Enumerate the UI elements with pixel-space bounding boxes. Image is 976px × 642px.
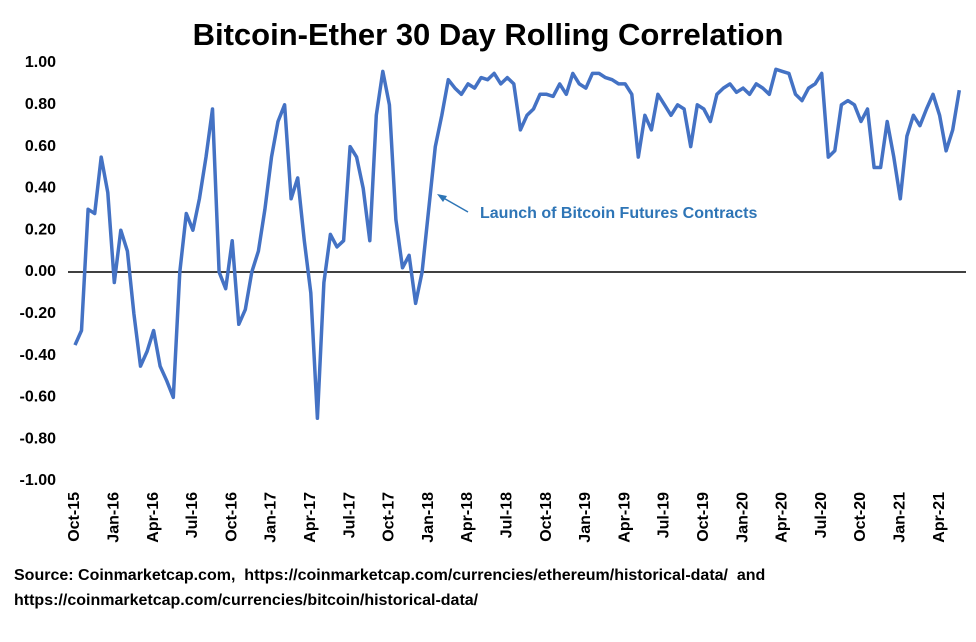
x-tick-label: Jan-16: [106, 492, 123, 543]
x-tick-label: Jul-20: [813, 492, 830, 538]
x-tick-label: Jul-17: [341, 492, 358, 538]
y-tick-label: -0.80: [20, 430, 57, 447]
x-tick-label: Jul-19: [656, 492, 673, 538]
x-tick-label: Jan-19: [577, 492, 594, 543]
y-tick-label: -0.20: [20, 305, 57, 322]
source-line: Source: Coinmarketcap.com, https://coinm…: [14, 567, 765, 584]
x-tick-label: Oct-17: [381, 492, 398, 542]
chart-title: Bitcoin-Ether 30 Day Rolling Correlation: [193, 17, 784, 52]
x-tick-label: Oct-16: [223, 492, 240, 542]
x-tick-label: Jul-18: [499, 492, 516, 538]
x-tick-label: Apr-19: [616, 492, 633, 543]
x-tick-label: Jan-21: [892, 492, 909, 543]
x-tick-label: Apr-17: [302, 492, 319, 543]
y-tick-label: 0.00: [25, 263, 56, 280]
y-tick-label: -0.60: [20, 389, 57, 406]
x-tick-label: Apr-16: [145, 492, 162, 543]
x-tick-label: Jan-17: [263, 492, 280, 543]
x-tick-label: Jan-18: [420, 492, 437, 543]
x-tick-label: Jul-16: [184, 492, 201, 538]
y-tick-label: 0.40: [25, 180, 56, 197]
x-tick-label: Oct-19: [695, 492, 712, 542]
x-tick-label: Apr-18: [459, 492, 476, 543]
y-tick-label: 1.00: [25, 54, 56, 71]
y-tick-label: -1.00: [20, 472, 57, 489]
y-tick-label: -0.40: [20, 347, 57, 364]
x-tick-label: Oct-18: [538, 492, 555, 542]
x-tick-label: Apr-21: [931, 492, 948, 543]
y-tick-label: 0.60: [25, 138, 56, 155]
x-tick-label: Oct-20: [852, 492, 869, 542]
source-line: https://coinmarketcap.com/currencies/bit…: [14, 592, 479, 609]
x-tick-label: Oct-15: [66, 492, 83, 542]
x-tick-label: Jan-20: [734, 492, 751, 543]
y-tick-label: 0.20: [25, 221, 56, 238]
annotation-arrowhead: [437, 194, 447, 202]
series-line: [73, 67, 962, 421]
x-tick-label: Apr-20: [774, 492, 791, 543]
y-tick-label: 0.80: [25, 96, 56, 113]
annotation: Launch of Bitcoin Futures Contracts: [480, 205, 757, 222]
